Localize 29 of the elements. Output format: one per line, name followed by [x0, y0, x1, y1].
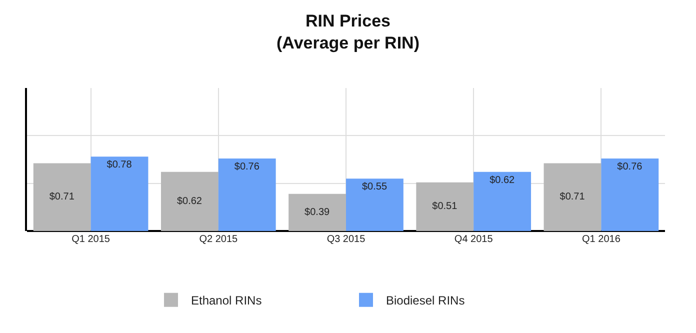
data-label: $0.76	[234, 162, 260, 173]
bar	[416, 182, 474, 231]
x-tick-label: Q2 2015	[199, 234, 238, 245]
chart-title: RIN Prices	[305, 12, 391, 31]
x-tick-label: Q3 2015	[326, 234, 366, 245]
bar	[90, 156, 148, 231]
bar	[346, 178, 404, 231]
data-label: $0.62	[490, 174, 516, 186]
legend-label: Ethanol RINs	[191, 294, 262, 308]
chart-subtitle: (Average per RIN)	[276, 34, 420, 53]
bar	[288, 194, 346, 231]
data-label: $0.39	[304, 206, 330, 218]
x-tick-label: Q1 2015	[72, 234, 110, 245]
data-label: $0.51	[432, 201, 458, 212]
data-label: $0.71	[49, 192, 75, 203]
bar	[160, 172, 218, 231]
x-tick-label: Q4 2015	[454, 234, 494, 245]
bar	[33, 163, 91, 231]
data-label: $0.62	[176, 196, 202, 207]
data-label: $0.78	[106, 160, 132, 171]
bar	[218, 158, 276, 231]
legend-label: Biodiesel RINs	[386, 294, 465, 308]
bar	[601, 158, 659, 231]
data-label: $0.76	[617, 162, 643, 173]
bar	[474, 172, 532, 231]
data-label: $0.71	[560, 192, 586, 203]
x-tick-label: Q1 2016	[582, 234, 621, 245]
bar	[544, 163, 602, 231]
data-label: $0.55	[362, 182, 388, 193]
